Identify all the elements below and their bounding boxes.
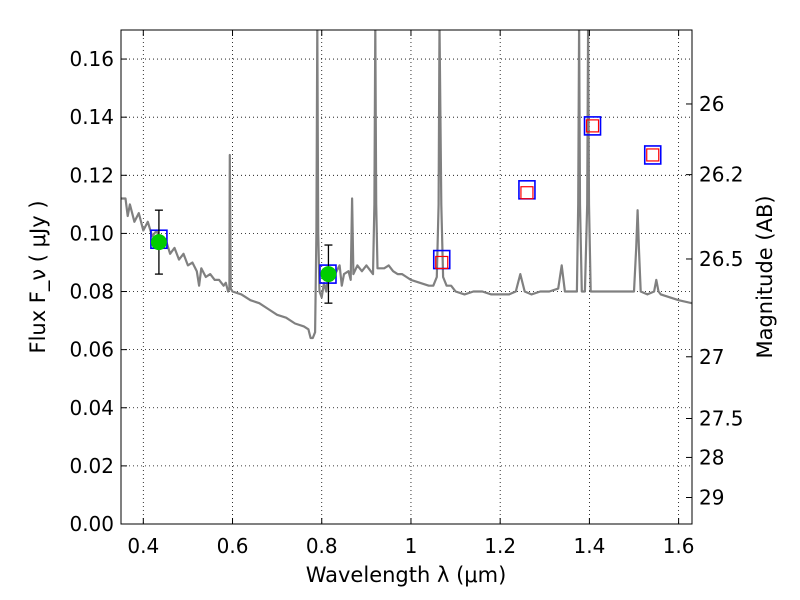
- right-axis-label: Magnitude (AB): [753, 195, 777, 358]
- x-tick-label: 0.4: [127, 534, 159, 558]
- x-tick-label: 0.6: [217, 534, 249, 558]
- y-axis-label: Flux F_ν ( μJy ): [26, 200, 51, 353]
- y-tick-label: 0.10: [69, 221, 114, 245]
- observed-flux-point: [150, 234, 167, 251]
- right-tick-label: 28: [699, 445, 724, 469]
- y-tick-label: 0.08: [69, 280, 114, 304]
- y-tick-label: 0.00: [69, 512, 114, 536]
- plot-frame: [120, 29, 693, 525]
- spectrum-layer: [121, 30, 692, 340]
- upper-limit-square: [520, 186, 534, 200]
- upper-limit-square: [435, 255, 449, 270]
- observed-flux-point: [320, 266, 337, 283]
- right-tick-label: 27: [699, 345, 724, 369]
- y-tick-label: 0.04: [69, 396, 114, 420]
- upper-limit-square: [585, 119, 600, 133]
- x-axis-label: Wavelength λ (μm): [306, 563, 507, 587]
- y-tick-label: 0.16: [69, 47, 114, 71]
- right-tick-label: 27.5: [699, 406, 744, 430]
- x-tick-label: 1.2: [484, 534, 516, 558]
- x-tick-label: 1.6: [663, 534, 695, 558]
- model-spectrum-line: [121, 30, 692, 340]
- y-tick-label: 0.02: [69, 454, 114, 478]
- y-tick-label: 0.14: [69, 105, 114, 129]
- x-tick-label: 1.4: [573, 534, 605, 558]
- y-tick-label: 0.06: [69, 338, 114, 362]
- right-tick-label: 26.5: [699, 247, 744, 271]
- y-tick-label: 0.12: [69, 163, 114, 187]
- model-photometry-square: [643, 145, 662, 165]
- upper-limit-square: [646, 148, 660, 162]
- axis-ticks: 0.4 0.6 0.8 1 1.2 1.4 1.6 0.00 0.02 0.04 0.06 0.08 0…: [69, 30, 744, 558]
- model-photometry-square: [583, 116, 602, 136]
- right-tick-label: 29: [699, 485, 724, 509]
- right-tick-label: 26: [699, 92, 724, 116]
- x-tick-label: 1: [405, 534, 418, 558]
- photometry-markers: [150, 116, 662, 304]
- x-tick-label: 0.8: [306, 534, 338, 558]
- right-tick-label: 26.2: [699, 163, 744, 187]
